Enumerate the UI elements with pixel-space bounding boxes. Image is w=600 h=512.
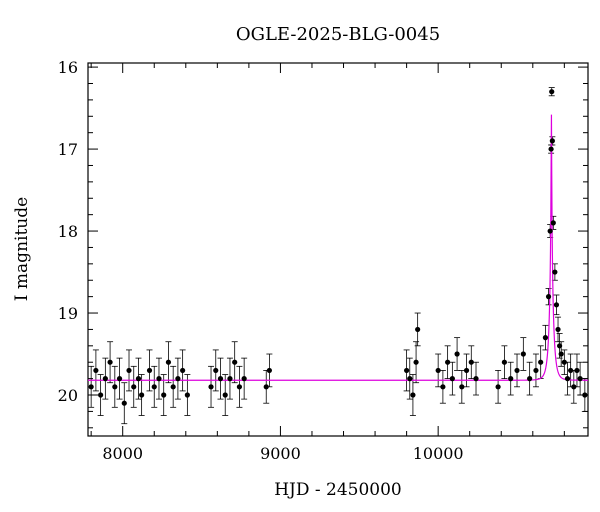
data-point: [577, 376, 583, 382]
data-point: [555, 326, 561, 333]
data-point: [558, 351, 564, 357]
data-point: [549, 138, 555, 144]
data-point: [501, 359, 508, 365]
x-tick-label: 9000: [260, 444, 301, 463]
data-point: [98, 392, 104, 398]
data-point: [266, 367, 272, 374]
data-point: [112, 384, 118, 390]
data-point: [459, 384, 465, 390]
data-point: [550, 220, 556, 226]
data-point: [217, 376, 224, 382]
data-point: [415, 326, 421, 333]
data-point: [126, 367, 132, 374]
data-point: [151, 384, 157, 390]
y-axis-ticks: 16 17 18 19 20: [58, 58, 588, 429]
plot-frame: [87, 62, 589, 437]
data-point: [208, 384, 214, 390]
y-tick-label: 17: [58, 140, 78, 159]
x-tick-label: 10000: [413, 444, 464, 463]
data-point: [552, 269, 558, 275]
data-point: [93, 367, 99, 374]
data-point: [107, 359, 113, 365]
data-point: [180, 367, 186, 374]
data-point: [440, 384, 446, 390]
data-point: [548, 146, 554, 152]
data-point: [184, 392, 190, 398]
data-point: [553, 302, 560, 308]
data-point: [533, 367, 539, 374]
data-point: [241, 376, 247, 382]
data-points: [88, 89, 588, 406]
data-point: [463, 367, 470, 374]
data-point: [222, 392, 228, 398]
data-point: [538, 359, 544, 365]
data-point: [404, 367, 410, 374]
data-point: [139, 392, 145, 398]
y-axis-label: I magnitude: [12, 197, 32, 301]
data-point: [232, 359, 238, 365]
data-point: [468, 359, 474, 365]
data-point: [135, 376, 142, 382]
data-point: [165, 359, 172, 365]
data-point: [495, 384, 501, 390]
data-point: [547, 228, 553, 234]
data-point: [568, 367, 574, 374]
data-point: [571, 384, 577, 390]
data-point: [574, 367, 580, 374]
data-point: [410, 392, 416, 398]
data-point: [161, 392, 167, 398]
x-axis-ticks: 8000 9000 10000: [90, 63, 565, 463]
data-point: [131, 384, 137, 390]
y-tick-label: 18: [58, 222, 78, 241]
data-point: [407, 376, 413, 382]
data-point: [557, 343, 563, 349]
data-point: [102, 376, 108, 382]
data-point: [413, 359, 419, 365]
data-point: [116, 376, 123, 382]
data-point: [514, 367, 520, 374]
data-point: [121, 400, 127, 406]
data-point: [227, 376, 233, 382]
data-point: [175, 376, 181, 382]
data-point: [545, 294, 552, 300]
data-point: [445, 359, 451, 365]
model-curve: [88, 114, 588, 381]
data-point: [156, 376, 162, 382]
y-tick-label: 19: [58, 304, 78, 323]
data-point: [454, 351, 460, 357]
data-point: [146, 367, 153, 374]
data-point: [527, 376, 533, 382]
data-point: [213, 367, 219, 374]
chart-title: OGLE-2025-BLG-0045: [236, 24, 440, 45]
error-bars: [88, 87, 588, 425]
data-point: [449, 376, 455, 382]
data-point: [564, 376, 571, 382]
x-axis-label: HJD - 2450000: [274, 480, 402, 500]
y-tick-label: 16: [58, 58, 78, 77]
y-tick-label: 20: [58, 386, 78, 405]
data-point: [508, 376, 514, 382]
data-point: [520, 351, 526, 357]
data-point: [236, 384, 243, 390]
data-point: [435, 367, 441, 374]
data-point: [561, 359, 567, 365]
data-point: [473, 376, 479, 382]
x-tick-label: 8000: [102, 444, 143, 463]
data-point: [263, 384, 269, 390]
data-point: [549, 89, 555, 95]
data-point: [88, 384, 94, 390]
data-point: [170, 384, 176, 390]
data-point: [542, 335, 549, 341]
